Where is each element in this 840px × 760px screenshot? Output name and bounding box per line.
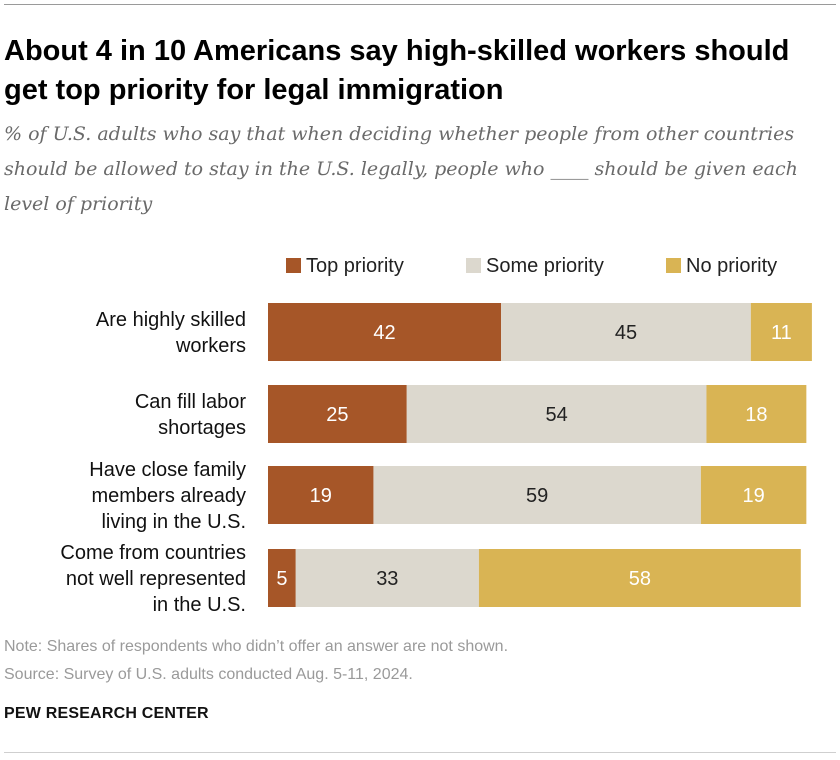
bar-segment-some-priority xyxy=(295,549,479,607)
bar-row: Can fill labor shortages 25 54 18 xyxy=(135,385,807,443)
legend-label-no-priority: No priority xyxy=(686,255,777,277)
data-label-top-priority: 5 xyxy=(276,568,287,590)
bar-segment-no-priority xyxy=(750,303,812,361)
org-logo-text: PEW RESEARCH CENTER xyxy=(4,705,209,722)
bar-row: Come from countries not well represented i… xyxy=(60,542,801,616)
bar-segment-some-priority xyxy=(406,385,707,443)
data-label-no-priority: 18 xyxy=(745,404,767,426)
data-label-no-priority: 58 xyxy=(629,568,651,590)
bar-row: Have close family members already living i… xyxy=(89,459,807,533)
bar-segment-top-priority xyxy=(268,385,407,443)
legend-swatch-top-priority xyxy=(286,258,301,273)
bar-segment-top-priority xyxy=(268,466,374,524)
data-label-some-priority: 59 xyxy=(526,485,548,507)
bar-segment-top-priority xyxy=(268,303,502,361)
data-label-some-priority: 45 xyxy=(615,322,637,344)
bar-segment-no-priority xyxy=(706,385,807,443)
data-label-no-priority: 19 xyxy=(743,485,765,507)
note-text: Note: Shares of respondents who didn’t o… xyxy=(4,638,509,655)
data-label-top-priority: 42 xyxy=(373,322,395,344)
bar-segment-some-priority xyxy=(501,303,751,361)
stacked-bar-chart: Top priority Some priority No priority Are… xyxy=(60,255,812,616)
legend-label-top-priority: Top priority xyxy=(306,255,404,277)
data-label-some-priority: 33 xyxy=(376,568,398,590)
bar-segment-top-priority xyxy=(268,549,296,607)
data-label-top-priority: 19 xyxy=(310,485,332,507)
legend-swatch-no-priority xyxy=(666,258,681,273)
data-label-some-priority: 54 xyxy=(545,404,567,426)
chart-rows: Are highly skilled workers 42 45 11 Can fill … xyxy=(60,303,812,616)
chart-title: About 4 in 10 Americans say high-skilled… xyxy=(4,35,790,106)
category-label: Have close family members already living i… xyxy=(89,459,246,533)
data-label-no-priority: 11 xyxy=(771,322,792,344)
bottom-rule xyxy=(4,752,836,753)
bar-segment-some-priority xyxy=(373,466,701,524)
bar-segment-no-priority xyxy=(478,549,801,607)
bar-segment-no-priority xyxy=(700,466,807,524)
data-label-top-priority: 25 xyxy=(326,404,348,426)
category-label: Come from countries not well represented i… xyxy=(60,542,246,616)
legend: Top priority Some priority No priority xyxy=(286,255,777,277)
legend-swatch-some-priority xyxy=(466,258,481,273)
category-label: Can fill labor shortages xyxy=(135,391,247,439)
top-rule xyxy=(4,4,836,5)
bar-row: Are highly skilled workers 42 45 11 xyxy=(96,303,812,361)
category-label: Are highly skilled workers xyxy=(96,309,246,357)
source-text: Source: Survey of U.S. adults conducted … xyxy=(4,666,413,683)
legend-label-some-priority: Some priority xyxy=(486,255,604,277)
chart-subtitle: % of U.S. adults who say that when decid… xyxy=(4,123,798,215)
